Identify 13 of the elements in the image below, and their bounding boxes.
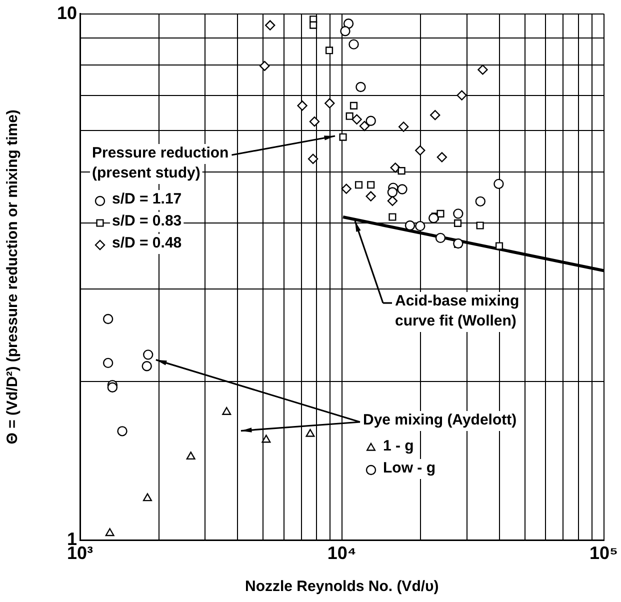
legend-label: s/D = 0.83 bbox=[112, 212, 182, 230]
y-axis-title: Θ = (Vd/D²) (pressure reduction or mixing time) bbox=[4, 110, 22, 444]
annotation: Pressure reduction (present study) bbox=[92, 144, 229, 182]
annotation: Dye mixing (Aydelott) bbox=[363, 412, 517, 429]
x-axis-title: Nozzle Reynolds No. (Vd/υ) bbox=[245, 578, 439, 596]
legend-label: Low - g bbox=[383, 460, 436, 477]
legend-label: 1 - g bbox=[383, 438, 414, 455]
y-tick-label: 10 bbox=[56, 2, 77, 23]
x-tick-label: 10⁴ bbox=[327, 542, 356, 563]
legend-label: Acid-base mixing curve fit (Wollen) bbox=[395, 292, 520, 330]
x-tick-label: 10⁵ bbox=[590, 542, 618, 563]
legend-label: s/D = 0.48 bbox=[112, 234, 182, 252]
legend-label: s/D = 1.17 bbox=[112, 190, 182, 208]
